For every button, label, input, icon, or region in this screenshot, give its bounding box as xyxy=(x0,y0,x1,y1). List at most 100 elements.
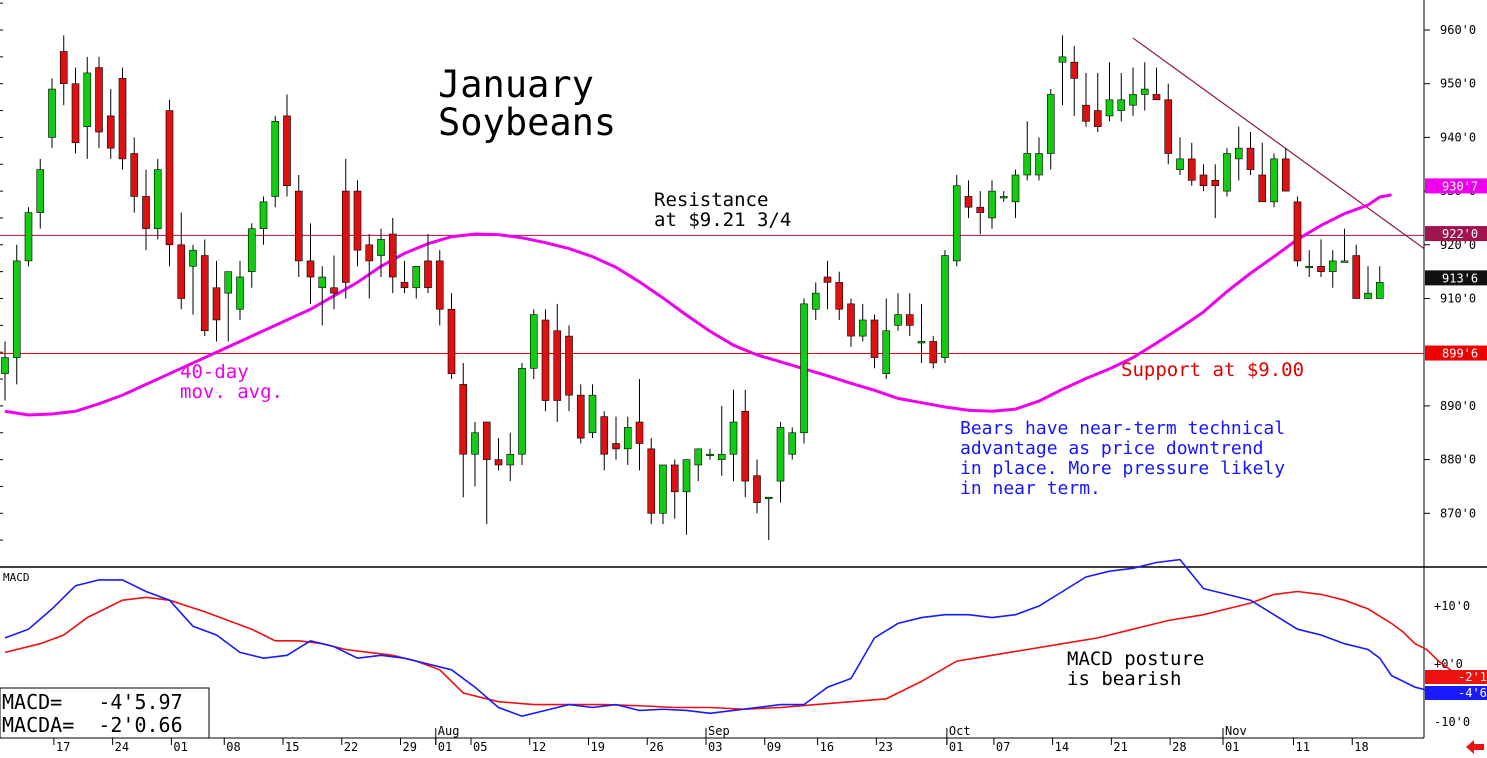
date-label: 07 xyxy=(996,740,1010,754)
candle xyxy=(471,422,479,487)
candle-body-down xyxy=(59,51,68,85)
candle-body-up xyxy=(506,453,515,466)
candle xyxy=(1258,142,1267,203)
candle xyxy=(12,244,21,385)
candle-body-up xyxy=(894,314,902,326)
price-tick-labels: 960'0950'0940'0930'0920'0910'0890'0880'0… xyxy=(0,2,1476,541)
month-labels: Aug Sep Oct Nov xyxy=(435,724,1247,745)
candle-body-up xyxy=(764,496,773,499)
macd-badge-red: -2'1 xyxy=(1425,670,1487,684)
date-label: 15 xyxy=(285,740,299,754)
candle-body-up xyxy=(12,260,21,358)
candle-body-up xyxy=(729,421,738,455)
candle xyxy=(83,56,92,159)
candle-body-up xyxy=(1140,88,1149,95)
date-label: 21 xyxy=(1113,740,1127,754)
candle xyxy=(435,250,444,326)
date-label: 18 xyxy=(1354,740,1368,754)
candle xyxy=(1246,132,1255,175)
candle xyxy=(1117,72,1126,122)
candle-body-down xyxy=(71,83,80,144)
candle-body-down xyxy=(106,115,115,149)
bears-note-line-3: in place. More pressure likely xyxy=(960,458,1285,479)
candle xyxy=(1152,67,1161,101)
date-label: 01 xyxy=(949,740,963,754)
price-badge xyxy=(1425,270,1487,286)
candle xyxy=(388,217,397,294)
candle-body-up xyxy=(48,88,56,138)
candle-body-up xyxy=(941,255,949,358)
candle-body-down xyxy=(482,421,491,460)
candle-body-up xyxy=(1035,153,1043,176)
candle xyxy=(988,180,996,229)
price-tick-label: 880'0 xyxy=(1440,453,1476,467)
candle xyxy=(177,212,186,310)
moving-average-line xyxy=(4,193,1392,417)
month-label: Aug xyxy=(438,724,460,738)
candle-body-up xyxy=(776,427,785,482)
candle-body-up xyxy=(83,72,92,127)
candle-body-down xyxy=(435,260,444,310)
date-label: 29 xyxy=(403,740,417,754)
candle-body-down xyxy=(200,255,209,332)
date-label: 17 xyxy=(56,740,70,754)
candle-body-up xyxy=(952,185,961,262)
candle-body-up xyxy=(623,427,632,450)
candle xyxy=(976,191,985,235)
candle xyxy=(1211,164,1220,218)
candle-body-down xyxy=(95,67,103,133)
candle-body-up xyxy=(377,239,385,256)
candle xyxy=(271,115,280,208)
candle xyxy=(541,309,550,412)
candle-body-down xyxy=(1199,174,1208,187)
candle xyxy=(365,234,374,299)
price-tick-label: 870'0 xyxy=(1440,506,1476,520)
candle-body-up xyxy=(1176,158,1184,170)
candle xyxy=(518,362,526,465)
candle-body-down xyxy=(976,206,985,213)
candle xyxy=(1199,164,1208,192)
candle xyxy=(36,158,45,229)
candle xyxy=(1164,83,1173,165)
macd-tick-plus10: +10'0 xyxy=(1434,599,1470,613)
macd-badge-blue-text: -4'6 xyxy=(1458,686,1487,700)
candle xyxy=(858,303,867,342)
macd-line xyxy=(4,558,1427,718)
chart-title-line-1: January xyxy=(438,63,594,106)
candle xyxy=(1223,148,1231,197)
candle xyxy=(1375,266,1384,299)
candle-body-up xyxy=(1328,260,1337,272)
candle-body-up xyxy=(1046,94,1055,154)
candle xyxy=(224,271,233,342)
left-arrow-icon[interactable] xyxy=(1466,740,1484,754)
date-label: 01 xyxy=(173,740,187,754)
candle-body-up xyxy=(189,249,197,267)
candle xyxy=(494,438,503,471)
bears-note-line-4: in near term. xyxy=(960,478,1101,499)
candle xyxy=(236,260,244,320)
candle-body-up xyxy=(588,394,597,434)
candle xyxy=(1140,62,1149,111)
candle xyxy=(1328,250,1337,288)
candle xyxy=(870,314,879,369)
candle xyxy=(1317,239,1325,278)
candle xyxy=(424,234,432,294)
candle-body-up xyxy=(999,196,1008,199)
candle-body-up xyxy=(412,265,421,289)
candle-body-down xyxy=(353,190,362,251)
candle xyxy=(835,271,844,320)
candle-body-down xyxy=(576,394,585,439)
date-label: 16 xyxy=(820,740,834,754)
candle-body-up xyxy=(1270,158,1278,203)
candle xyxy=(200,239,209,337)
candle-body-down xyxy=(306,260,315,278)
candle-body-up xyxy=(1023,153,1032,176)
macd-axis-ticks: +10'0 +0'0 -10'0 xyxy=(1434,599,1470,729)
candle-body-down xyxy=(1164,99,1173,154)
candle-body-up xyxy=(1058,56,1067,63)
bears-note-line-1: Bears have near-term technical xyxy=(960,418,1285,439)
candle-body-up xyxy=(153,169,162,229)
candle-body-down xyxy=(118,78,127,160)
candle xyxy=(623,416,632,465)
